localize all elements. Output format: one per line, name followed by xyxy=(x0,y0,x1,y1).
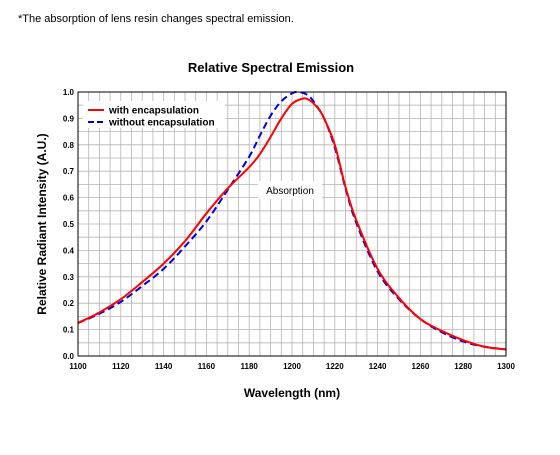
footnote: *The absorption of lens resin changes sp… xyxy=(18,13,294,25)
y-tick-label: 0.6 xyxy=(63,194,75,203)
x-tick-label: 1200 xyxy=(283,362,301,371)
y-tick-label: 0.9 xyxy=(63,114,75,123)
y-tick-label: 0.5 xyxy=(63,220,75,229)
y-tick-label: 0.1 xyxy=(63,326,75,335)
x-tick-label: 1180 xyxy=(241,362,259,371)
absorption-annotation: Absorption xyxy=(258,181,322,199)
series-lines xyxy=(77,90,507,351)
legend-background xyxy=(83,101,225,128)
y-tick-label: 0.8 xyxy=(63,141,75,150)
y-tick-labels: 0.0 0.1 0.2 0.3 0.4 0.5 0.6 0.7 0.8 0.9 1.0 xyxy=(63,88,75,361)
series-line-with-encapsulation xyxy=(77,97,507,351)
y-tick-label: 0.4 xyxy=(63,246,75,255)
x-tick-label: 1100 xyxy=(69,362,87,371)
y-tick-label: 0.2 xyxy=(63,299,75,308)
grid xyxy=(77,91,507,357)
legend-label-without-encapsulation: without encapsulation xyxy=(108,118,215,129)
x-tick-label: 1300 xyxy=(497,362,515,371)
x-axis-label: Wavelength (nm) xyxy=(244,386,340,400)
y-axis-label: Relative Radiant Intensity (A.U.) xyxy=(35,133,49,314)
y-tick-label: 0.7 xyxy=(63,167,75,176)
x-tick-label: 1260 xyxy=(412,362,430,371)
y-tick-label: 0.0 xyxy=(63,352,75,361)
annotation-background xyxy=(258,181,322,199)
legend-label-with-encapsulation: with encapsulation xyxy=(108,106,199,117)
y-tick-label: 1.0 xyxy=(63,88,75,97)
plot-frame xyxy=(77,91,507,357)
annotation-label: Absorption xyxy=(266,186,314,197)
x-tick-label: 1120 xyxy=(112,362,130,371)
x-tick-labels: 1100 1120 1140 1160 1180 1200 1220 1240 1260 1280… xyxy=(69,362,515,371)
x-tick-label: 1160 xyxy=(198,362,216,371)
x-tick-label: 1280 xyxy=(454,362,472,371)
chart-title: Relative Spectral Emission xyxy=(188,60,354,75)
y-tick-label: 0.3 xyxy=(63,273,75,282)
x-tick-label: 1240 xyxy=(369,362,387,371)
x-tick-label: 1140 xyxy=(155,362,173,371)
x-tick-label: 1220 xyxy=(326,362,344,371)
